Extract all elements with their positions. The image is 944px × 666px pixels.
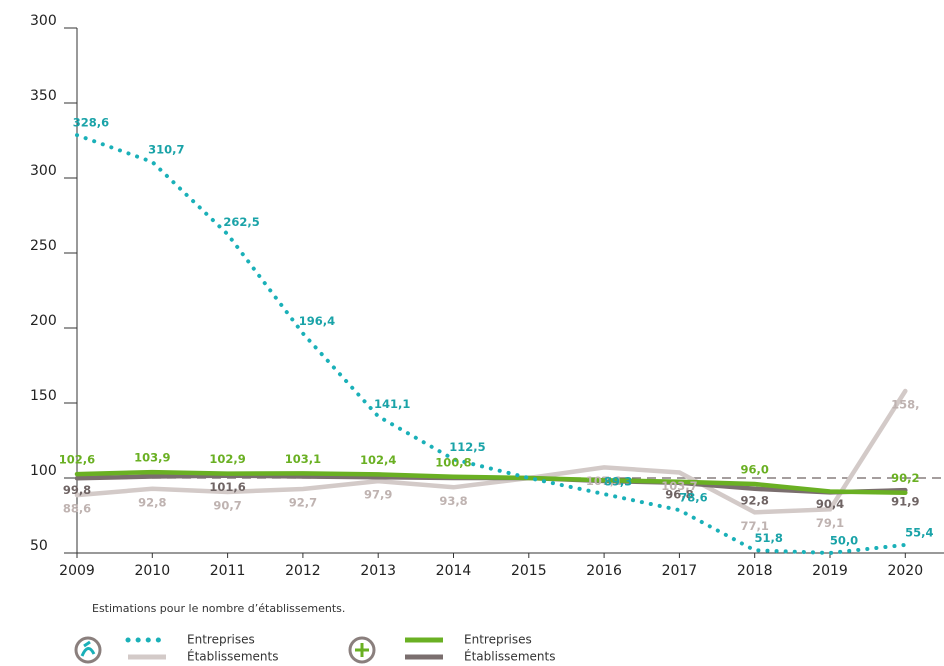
y-tick-label: 100 [30,463,57,479]
data-label: 97,9 [364,488,392,502]
legend-label: Établissements [464,649,555,664]
x-tick-label: 2012 [285,563,321,579]
data-label: 158, [891,398,919,412]
data-label: 93,8 [439,494,467,508]
data-label: 92,7 [289,495,317,509]
x-tick-label: 2017 [662,563,698,579]
x-tick-label: 2018 [737,563,773,579]
data-label: 141,1 [374,397,410,411]
data-label: 100,8 [435,455,471,469]
data-label: 96,8 [665,487,693,501]
data-label: 55,4 [905,525,933,539]
x-tick-label: 2009 [59,563,95,579]
data-label: 102,4 [360,453,396,467]
line-series [74,469,908,495]
data-label: 90,2 [891,471,919,485]
data-label: 262,5 [223,215,259,229]
legend-label: Établissements [187,649,278,664]
data-label: 90,7 [213,498,241,512]
note: Estimations pour le nombre d’établisseme… [92,602,345,615]
data-label: 196,4 [299,314,335,328]
y-tick-label: 200 [30,313,57,329]
x-tick-label: 2020 [887,563,923,579]
data-label: 91,9 [891,495,919,509]
x-tick-label: 2010 [134,563,170,579]
data-label: 96,0 [741,463,769,477]
y-tick-label: 350 [30,88,57,104]
data-label: 99,8 [63,483,91,497]
data-label: 103,7 [661,479,697,493]
data-label: 102,9 [209,452,245,466]
data-label: 310,7 [148,142,184,156]
x-tick-label: 2014 [436,563,472,579]
data-label: 50,0 [830,534,858,548]
x-tick-label: 2016 [586,563,622,579]
legend-icon [74,636,376,664]
data-label: 328,6 [73,116,109,130]
data-label: 92,8 [741,493,769,507]
line-series [75,133,908,556]
y-tick-label: 150 [30,388,57,404]
y-tick-label: 250 [30,238,57,254]
y-tick-label: 50 [30,538,48,554]
legend-label: Entreprises [464,633,532,647]
data-label: 92,8 [138,495,166,509]
line-series [74,388,908,515]
y-tick-label: 300 [30,163,57,179]
x-tick-label: 2011 [210,563,246,579]
data-label: 89,3 [604,475,632,489]
legend-label: Entreprises [187,633,255,647]
data-label: 112,5 [449,440,485,454]
data-label: 77,1 [741,519,769,533]
x-tick-label: 2015 [511,563,547,579]
data-label: 90,4 [816,497,844,511]
data-label: 102,6 [59,453,95,467]
data-label: 103,9 [134,451,170,465]
data-label: 107,1 [586,474,622,488]
data-label: 51,8 [755,531,783,545]
data-label: 101,6 [209,480,245,494]
data-label: 78,6 [679,491,707,505]
data-label: 79,1 [816,516,844,530]
x-tick-label: 2013 [360,563,396,579]
x-tick-label: 2019 [812,563,848,579]
y-tick-label: 300 [30,13,57,29]
data-label: 88,6 [63,502,91,516]
data-label: 103,1 [285,452,321,466]
